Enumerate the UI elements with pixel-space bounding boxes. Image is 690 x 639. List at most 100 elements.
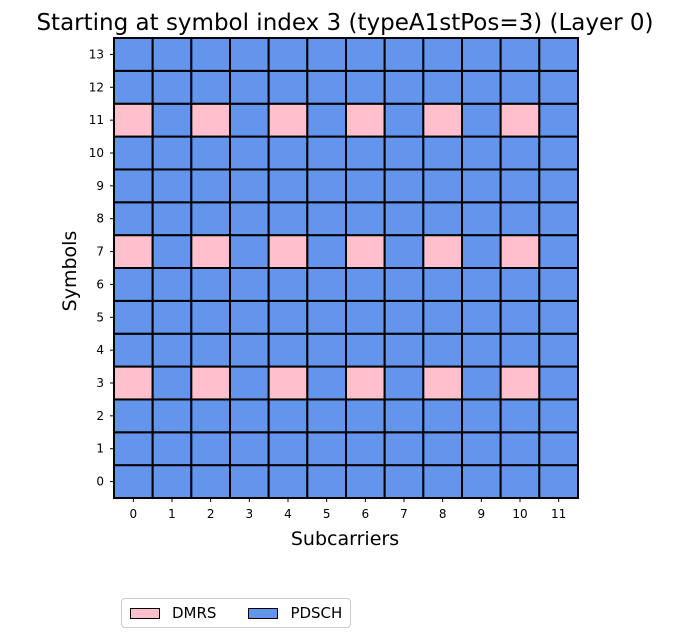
pdsch-cell [267, 398, 309, 434]
pdsch-cell [267, 464, 309, 499]
pdsch-cell [345, 135, 386, 171]
x-tick-label: 3 [246, 507, 254, 521]
pdsch-cell [538, 464, 579, 499]
pdsch-cell [229, 37, 270, 72]
x-tick-label: 7 [400, 507, 408, 521]
pdsch-cell [151, 168, 193, 204]
pdsch-cell [383, 168, 425, 204]
pdsch-cell [229, 464, 270, 499]
x-tick-label: 5 [323, 507, 331, 521]
pdsch-cell [345, 398, 386, 434]
pdsch-cell [151, 201, 193, 237]
pdsch-cell [499, 168, 541, 204]
dmrs-cell [499, 102, 541, 138]
pdsch-cell [229, 168, 270, 204]
pdsch-cell [538, 267, 579, 302]
pdsch-cell [113, 398, 154, 434]
pdsch-cell [538, 168, 579, 204]
pdsch-cell [267, 168, 309, 204]
pdsch-cell [190, 69, 231, 105]
y-tick-label: 10 [89, 146, 104, 160]
pdsch-cell [461, 332, 502, 368]
pdsch-cell [383, 201, 425, 237]
pdsch-cell [190, 37, 231, 72]
pdsch-cell [113, 332, 154, 368]
pdsch-cell [499, 464, 541, 499]
pdsch-cell [499, 398, 541, 434]
pdsch-cell [229, 365, 270, 401]
y-tick-label: 2 [96, 409, 104, 423]
pdsch-cell [499, 431, 541, 467]
chart-legend: DMRS PDSCH [121, 598, 352, 628]
y-tick-label: 7 [96, 245, 104, 259]
pdsch-cell [229, 299, 270, 335]
pdsch-cell [190, 431, 231, 467]
pdsch-cell [422, 332, 464, 368]
x-axis-label: Subcarriers [291, 528, 399, 550]
y-tick-label: 11 [89, 113, 104, 127]
x-tick-label: 2 [207, 507, 215, 521]
pdsch-cell [306, 135, 348, 171]
pdsch-cell [422, 398, 464, 434]
pdsch-cell [422, 431, 464, 467]
pdsch-cell [229, 398, 270, 434]
pdsch-cell [151, 135, 193, 171]
pdsch-cell [383, 102, 425, 138]
resource-grid-chart: Starting at symbol index 3 (typeA1stPos=… [36, 10, 653, 550]
pdsch-cell [383, 431, 425, 467]
dmrs-cell [499, 234, 541, 269]
pdsch-cell [306, 398, 348, 434]
y-tick-label: 8 [96, 212, 104, 226]
pdsch-cell [461, 234, 502, 269]
pdsch-cell [190, 464, 231, 499]
pdsch-cell [461, 398, 502, 434]
pdsch-cell [461, 102, 502, 138]
pdsch-cell [461, 431, 502, 467]
pdsch-cell [383, 135, 425, 171]
pdsch-cell [151, 332, 193, 368]
pdsch-cell [383, 37, 425, 72]
pdsch-cell [461, 201, 502, 237]
pdsch-cell [461, 69, 502, 105]
pdsch-cell [113, 69, 154, 105]
chart-title: Starting at symbol index 3 (typeA1stPos=… [36, 10, 653, 36]
pdsch-cell [499, 37, 541, 72]
pdsch-cell [306, 201, 348, 237]
legend-swatch-dmrs [130, 607, 160, 619]
y-tick-label: 6 [96, 277, 104, 291]
pdsch-cell [422, 168, 464, 204]
pdsch-cell [538, 365, 579, 401]
pdsch-cell [306, 332, 348, 368]
pdsch-cell [538, 234, 579, 269]
pdsch-cell [422, 37, 464, 72]
pdsch-cell [267, 201, 309, 237]
pdsch-cell [267, 267, 309, 302]
pdsch-cell [306, 299, 348, 335]
pdsch-cell [383, 299, 425, 335]
x-axis-ticks: 0 1 2 3 4 5 6 7 8 9 10 11 [130, 498, 566, 521]
dmrs-cell [190, 234, 231, 269]
pdsch-cell [383, 332, 425, 368]
pdsch-cell [499, 299, 541, 335]
pdsch-cell [151, 267, 193, 302]
legend-swatch-pdsch [248, 607, 279, 619]
pdsch-cell [306, 431, 348, 467]
pdsch-cell [267, 431, 309, 467]
pdsch-cell [113, 464, 154, 499]
pdsch-cell [461, 365, 502, 401]
pdsch-cell [151, 464, 193, 499]
pdsch-cell [267, 299, 309, 335]
dmrs-cell [345, 102, 386, 138]
pdsch-cell [190, 201, 231, 237]
pdsch-cell [422, 299, 464, 335]
dmrs-cell [499, 365, 541, 401]
pdsch-cell [538, 102, 579, 138]
pdsch-cell [538, 431, 579, 467]
y-tick-label: 0 [96, 475, 104, 489]
pdsch-cell [306, 69, 348, 105]
legend-label-pdsch: PDSCH [290, 604, 343, 622]
dmrs-cell [190, 365, 231, 401]
y-tick-label: 12 [89, 80, 104, 94]
pdsch-cell [499, 135, 541, 171]
